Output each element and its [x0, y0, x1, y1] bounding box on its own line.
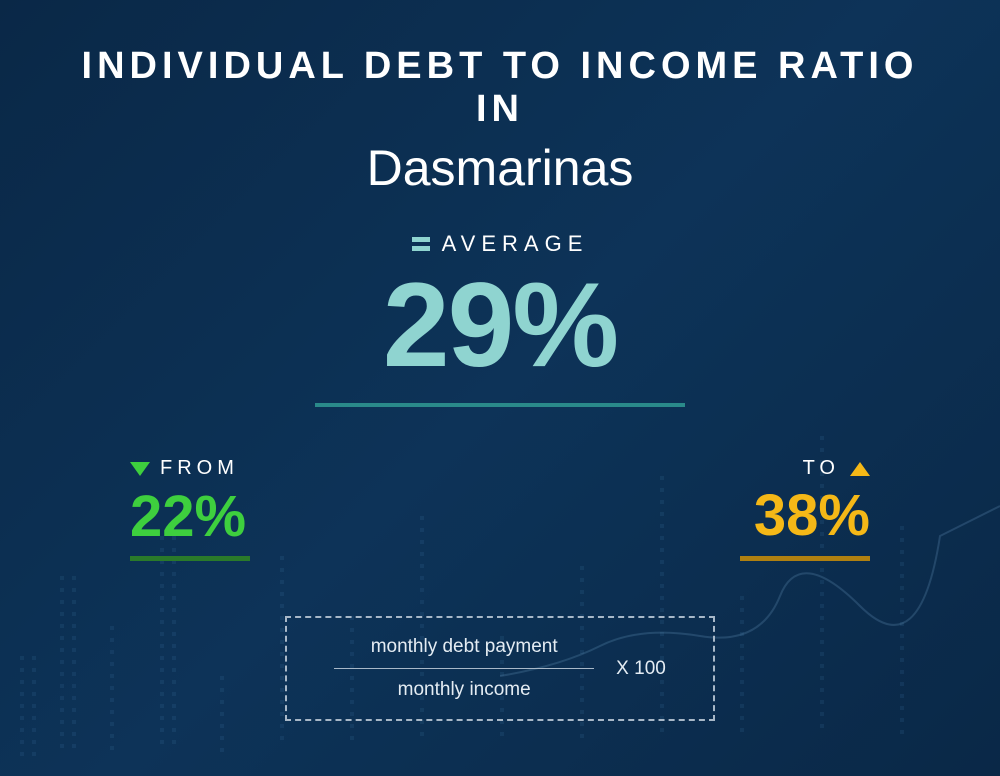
- range-to-block: TO 38%: [740, 457, 870, 561]
- average-underline: [315, 403, 685, 407]
- title-line-1: INDIVIDUAL DEBT TO INCOME RATIO IN: [50, 45, 950, 131]
- equals-icon: [412, 237, 430, 251]
- from-underline: [130, 556, 250, 561]
- fraction-line: [334, 668, 594, 669]
- average-block: AVERAGE 29%: [50, 229, 950, 407]
- average-label: AVERAGE: [442, 231, 589, 257]
- to-underline: [740, 556, 870, 561]
- formula-numerator: monthly debt payment: [371, 636, 558, 658]
- formula-box: monthly debt payment monthly income X 10…: [285, 616, 715, 721]
- arrow-up-icon: [850, 462, 870, 476]
- to-label: TO: [803, 457, 840, 480]
- from-label: FROM: [160, 457, 239, 480]
- average-value: 29%: [50, 265, 950, 385]
- formula-denominator: monthly income: [398, 679, 531, 701]
- from-value: 22%: [130, 485, 250, 549]
- range-from-block: FROM 22%: [130, 457, 250, 561]
- title-line-2: Dasmarinas: [50, 139, 950, 197]
- formula-multiplier: X 100: [616, 658, 666, 680]
- to-value: 38%: [740, 484, 870, 548]
- arrow-down-icon: [130, 462, 150, 476]
